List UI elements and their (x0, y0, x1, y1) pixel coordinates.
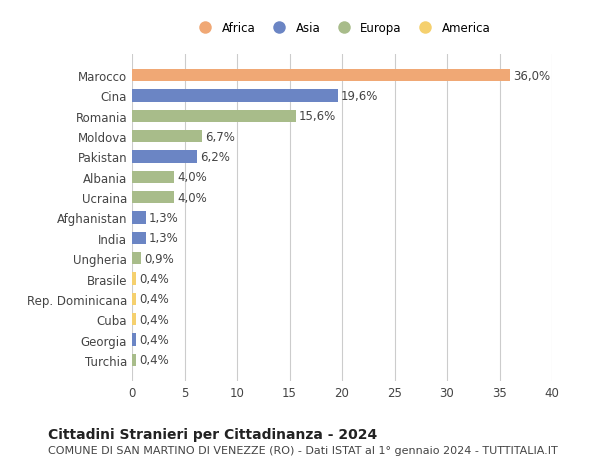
Bar (132, 232, 146, 244)
Text: 0,4%: 0,4% (139, 353, 169, 367)
Text: 1,3%: 1,3% (149, 232, 179, 245)
Bar (132, 171, 174, 184)
Text: 4,0%: 4,0% (177, 191, 207, 204)
Bar (132, 212, 146, 224)
Text: 0,4%: 0,4% (139, 293, 169, 306)
Text: 1,3%: 1,3% (149, 212, 179, 224)
Bar (132, 90, 338, 102)
Bar (132, 70, 510, 82)
Bar (132, 131, 202, 143)
Bar (132, 252, 142, 265)
Text: 6,2%: 6,2% (200, 151, 230, 164)
Bar (132, 151, 197, 163)
Text: 0,9%: 0,9% (145, 252, 175, 265)
Legend: Africa, Asia, Europa, America: Africa, Asia, Europa, America (190, 19, 494, 39)
Text: 19,6%: 19,6% (341, 90, 379, 103)
Bar (132, 111, 296, 123)
Bar (132, 334, 136, 346)
Text: COMUNE DI SAN MARTINO DI VENEZZE (RO) - Dati ISTAT al 1° gennaio 2024 - TUTTITAL: COMUNE DI SAN MARTINO DI VENEZZE (RO) - … (48, 445, 558, 455)
Bar (132, 273, 136, 285)
Text: 4,0%: 4,0% (177, 171, 207, 184)
Text: 0,4%: 0,4% (139, 333, 169, 346)
Text: Cittadini Stranieri per Cittadinanza - 2024: Cittadini Stranieri per Cittadinanza - 2… (48, 427, 377, 441)
Text: 0,4%: 0,4% (139, 272, 169, 285)
Bar (132, 192, 174, 204)
Text: 6,7%: 6,7% (205, 130, 235, 143)
Bar (132, 313, 136, 325)
Text: 0,4%: 0,4% (139, 313, 169, 326)
Bar (132, 293, 136, 305)
Text: 36,0%: 36,0% (513, 69, 550, 83)
Bar (132, 354, 136, 366)
Text: 15,6%: 15,6% (299, 110, 336, 123)
